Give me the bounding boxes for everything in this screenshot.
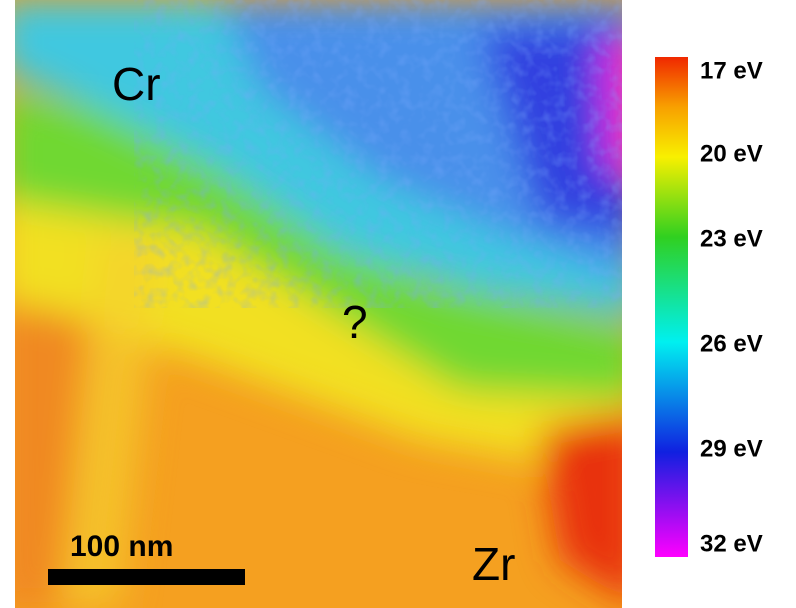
colorbar-ticks: 17 eV 20 eV 23 eV 26 eV 29 eV 32 eV [700, 57, 763, 557]
scale-bar-label: 100 nm [70, 530, 173, 563]
energy-map [15, 0, 622, 608]
colorbar-tick-label: 29 eV [700, 435, 763, 462]
colorbar-tick-label: 20 eV [700, 140, 763, 167]
colorbar-tick-label: 23 eV [700, 225, 763, 252]
colorbar-tick-label: 32 eV [700, 530, 763, 557]
colorbar-tick-label: 26 eV [700, 330, 763, 357]
map-label: ? [342, 296, 368, 348]
colorbar [655, 57, 688, 557]
colorbar-tick-label: 17 eV [700, 57, 763, 84]
map-label: Zr [472, 538, 515, 590]
scale-bar [48, 569, 245, 585]
map-label: Cr [112, 58, 161, 110]
